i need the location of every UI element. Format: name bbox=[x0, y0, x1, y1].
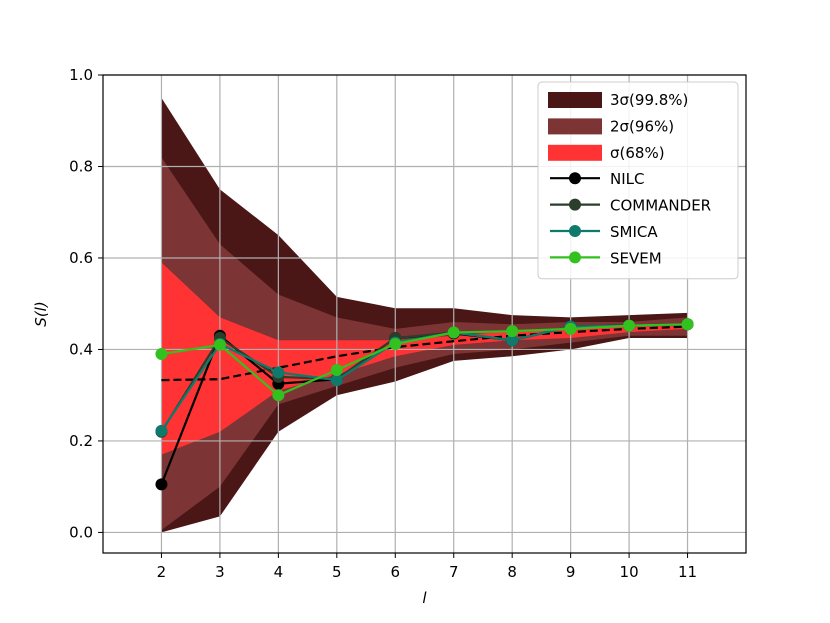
band-0 bbox=[161, 97, 688, 533]
x-tick-label-3: 5 bbox=[332, 563, 342, 581]
x-tick-label-6: 8 bbox=[507, 563, 517, 581]
x-tick-label-8: 10 bbox=[620, 563, 639, 581]
y-tick-label-3: 0.6 bbox=[69, 249, 93, 267]
legend-label-band-1: 2σ(96%) bbox=[610, 117, 674, 135]
point-3-5 bbox=[447, 326, 460, 339]
x-tick-label-7: 9 bbox=[566, 563, 576, 581]
x-tick-label-5: 7 bbox=[449, 563, 459, 581]
point-3-8 bbox=[623, 319, 636, 332]
series-line-3 bbox=[161, 323, 688, 397]
point-3-9 bbox=[681, 318, 694, 331]
point-3-6 bbox=[506, 325, 519, 338]
point-2-0 bbox=[155, 424, 168, 437]
y-tick-label-2: 0.4 bbox=[69, 340, 93, 358]
y-tick-label-0: 0.0 bbox=[69, 523, 93, 541]
mean-line bbox=[161, 325, 688, 382]
series-layer bbox=[155, 318, 694, 491]
legend-label-series-0: NILC bbox=[610, 170, 644, 188]
legend-swatch-band-2 bbox=[548, 144, 602, 161]
y-axis-label: S(l) bbox=[32, 301, 50, 326]
point-2-3 bbox=[330, 374, 343, 387]
axes bbox=[98, 74, 747, 558]
legend-swatch-band-1 bbox=[548, 118, 602, 135]
point-3-4 bbox=[389, 337, 402, 350]
y-tick-label-1: 0.2 bbox=[69, 432, 93, 450]
x-tick-label-0: 2 bbox=[157, 563, 167, 581]
band-2 bbox=[161, 262, 688, 455]
point-3-2 bbox=[272, 389, 285, 402]
point-3-0 bbox=[155, 348, 168, 361]
legend: 3σ(99.8%) 2σ(96%) σ(68%) NILC COMMANDER SMICA… bbox=[537, 81, 739, 280]
mean-line-layer bbox=[161, 325, 688, 382]
point-3-7 bbox=[564, 322, 577, 335]
legend-marker-1 bbox=[569, 198, 581, 211]
legend-label-series-3: SEVEM bbox=[610, 249, 662, 267]
x-tick-label-1: 3 bbox=[215, 563, 225, 581]
x-axis-label: l bbox=[422, 589, 427, 607]
x-tick-label-2: 4 bbox=[274, 563, 284, 581]
tick-labels: 2 3 4 5 6 7 8 9 10 11 0.0 0.2 0.4 0.6 0.8 1.0 bbox=[69, 66, 697, 581]
y-tick-label-4: 0.8 bbox=[69, 157, 93, 175]
legend-label-series-1: COMMANDER bbox=[610, 197, 711, 215]
legend-label-band-2: σ(68%) bbox=[610, 144, 665, 162]
legend-label-series-2: SMICA bbox=[610, 223, 658, 241]
y-tick-label-5: 1.0 bbox=[69, 66, 93, 84]
x-tick-label-9: 11 bbox=[678, 563, 697, 581]
point-2-6 bbox=[506, 334, 519, 347]
point-2-2 bbox=[272, 366, 285, 379]
legend-marker-3 bbox=[569, 251, 581, 264]
legend-label-band-0: 3σ(99.8%) bbox=[610, 91, 688, 109]
series-3 bbox=[155, 318, 694, 402]
point-3-1 bbox=[213, 338, 226, 351]
axes-frame bbox=[102, 74, 747, 554]
point-0-0 bbox=[155, 478, 168, 491]
legend-marker-2 bbox=[569, 225, 581, 237]
point-3-3 bbox=[330, 364, 343, 377]
legend-swatch-band-0 bbox=[548, 92, 602, 108]
x-tick-label-4: 6 bbox=[390, 563, 400, 581]
legend-marker-0 bbox=[569, 172, 581, 185]
